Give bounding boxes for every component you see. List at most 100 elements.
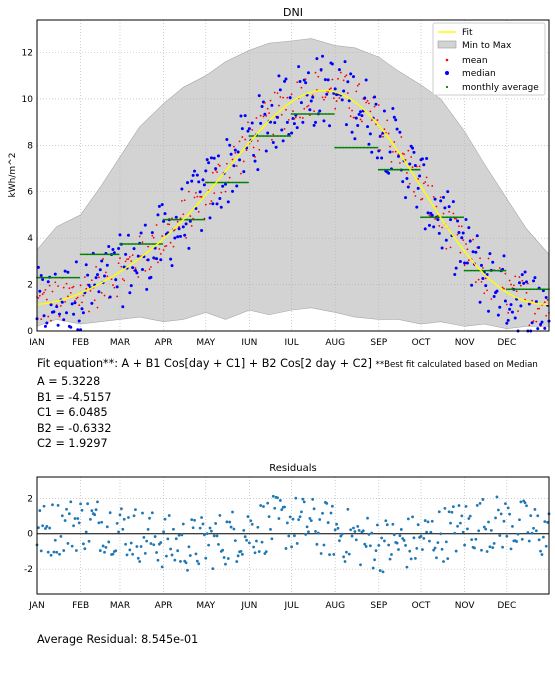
residual-point [313, 507, 316, 510]
mean-point [205, 204, 207, 206]
legend-mean-swatch [446, 59, 449, 62]
residual-point [428, 540, 431, 543]
residual-point [213, 534, 216, 537]
mean-point [479, 257, 481, 259]
residual-point [155, 551, 158, 554]
median-point [514, 317, 517, 320]
residual-point [462, 531, 465, 534]
residual-point [303, 500, 306, 503]
mean-point [368, 102, 370, 104]
residual-point [352, 527, 355, 530]
residual-point [536, 514, 539, 517]
residual-point [173, 559, 176, 562]
residuals-plot-area [36, 477, 551, 594]
mean-point [514, 275, 516, 277]
median-point [540, 321, 543, 324]
median-point [421, 157, 424, 160]
median-point [85, 263, 88, 266]
median-point [88, 284, 91, 287]
residual-point [175, 537, 178, 540]
legend: Fit Min to Max mean median monthly avera… [433, 23, 545, 95]
residual-point [242, 529, 245, 532]
residual-point [528, 540, 531, 543]
residual-point [251, 523, 254, 526]
residual-point [519, 500, 522, 503]
median-point [99, 268, 102, 271]
y-tick-label: 12 [22, 48, 33, 58]
median-point [227, 200, 230, 203]
mean-point [433, 196, 435, 198]
mean-point [225, 191, 227, 193]
median-point [300, 101, 303, 104]
median-point [481, 277, 484, 280]
mean-point [184, 199, 186, 201]
median-point [127, 234, 130, 237]
residual-point [79, 502, 82, 505]
residual-point [71, 545, 74, 548]
residual-point [511, 525, 514, 528]
median-point [334, 87, 337, 90]
residual-point [161, 565, 164, 568]
param-c1: C1 = 6.0485 [37, 407, 108, 418]
residual-point [328, 553, 331, 556]
residual-point [255, 540, 258, 543]
median-point [238, 158, 241, 161]
median-point [369, 132, 372, 135]
median-point [95, 276, 98, 279]
residual-point [228, 521, 231, 524]
median-point [322, 119, 325, 122]
residual-point [143, 536, 146, 539]
residual-point [65, 508, 68, 511]
median-point [64, 270, 67, 273]
median-point [366, 125, 369, 128]
residual-point [480, 549, 483, 552]
residual-point [217, 543, 220, 546]
mean-point [403, 153, 405, 155]
mean-point [272, 134, 274, 136]
residuals-y-tick-label: 0 [27, 530, 33, 540]
x-tick-label: MAR [110, 338, 130, 345]
mean-point [379, 149, 381, 151]
median-point [81, 307, 84, 310]
median-point [504, 300, 507, 303]
mean-point [376, 119, 378, 121]
mean-point [218, 164, 220, 166]
residual-point [241, 553, 244, 556]
param-b1: B1 = -4.5157 [37, 392, 111, 403]
mean-point [291, 93, 293, 95]
residual-point [51, 503, 54, 506]
mean-point [257, 140, 259, 142]
median-point [225, 138, 228, 141]
residual-point [221, 549, 224, 552]
residuals-x-tick-label: NOV [455, 601, 476, 611]
residual-point [465, 505, 468, 508]
residual-point [96, 500, 99, 503]
residual-point [269, 528, 272, 531]
residual-point [424, 519, 427, 522]
residual-point [446, 557, 449, 560]
median-point [207, 161, 210, 164]
mean-point [253, 147, 255, 149]
residual-point [389, 558, 392, 561]
residual-point [406, 566, 409, 569]
residual-point [223, 556, 226, 559]
median-point [310, 99, 313, 102]
mean-point [347, 92, 349, 94]
median-point [545, 296, 548, 299]
residual-point [90, 509, 93, 512]
median-point [237, 151, 240, 154]
mean-point [57, 285, 59, 287]
residual-point [131, 553, 134, 556]
mean-point [270, 100, 272, 102]
median-point [532, 279, 535, 282]
mean-point [85, 288, 87, 290]
mean-point [105, 271, 107, 273]
residual-point [103, 551, 106, 554]
mean-point [40, 318, 42, 320]
median-point [407, 186, 410, 189]
residual-point [280, 508, 283, 511]
median-point [398, 131, 401, 134]
mean-point [295, 116, 297, 118]
median-point [183, 234, 186, 237]
median-point [279, 88, 282, 91]
